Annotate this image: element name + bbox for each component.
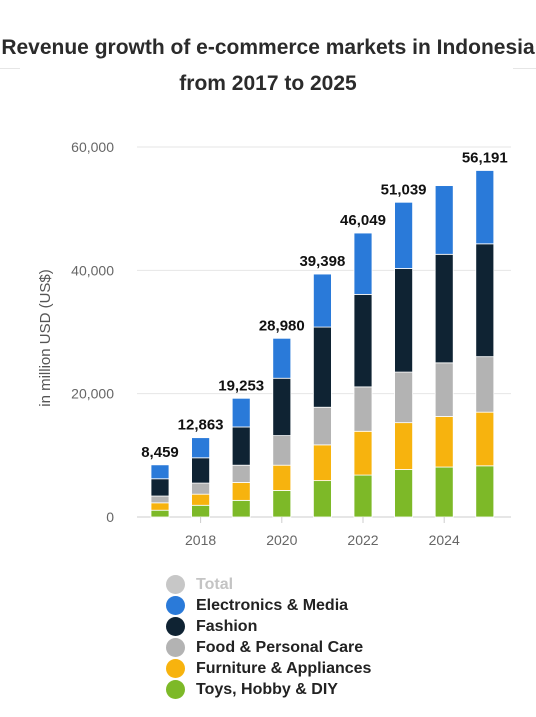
x-tick-label: 2018 xyxy=(185,532,216,548)
total-data-label: 8,459 xyxy=(141,444,179,461)
bar-segment xyxy=(353,293,373,388)
total-data-label: 46,049 xyxy=(340,212,386,229)
bar-segment xyxy=(475,243,495,358)
total-data-label: 51,039 xyxy=(381,181,427,198)
legend-label: Toys, Hobby & DIY xyxy=(196,680,338,698)
bar-segment xyxy=(434,416,454,468)
title-divider-right xyxy=(513,68,536,69)
bar-segment xyxy=(353,386,373,432)
legend-item[interactable]: Food & Personal Care xyxy=(166,637,371,658)
legend-label: Fashion xyxy=(196,617,258,635)
bar-segment xyxy=(394,422,414,470)
bar-segment xyxy=(150,495,170,504)
x-tick-label: 2022 xyxy=(347,532,378,548)
bar-segment xyxy=(150,478,170,497)
bar-segment xyxy=(231,426,251,466)
bar-segment xyxy=(434,466,454,518)
bar-segment xyxy=(191,504,211,518)
bar-segment xyxy=(312,273,332,328)
y-tick-label: 40,000 xyxy=(71,262,114,278)
bar-segment xyxy=(272,435,292,466)
bar-segment xyxy=(272,337,292,379)
legend-swatch-icon xyxy=(166,659,185,678)
bar-segment xyxy=(475,411,495,467)
chart-legend: Total Electronics & Media Fashion Food & Pe… xyxy=(166,574,371,700)
bar-segment xyxy=(272,464,292,491)
bar-segment xyxy=(434,253,454,364)
stacked-bar-chart: 0 20,000 40,000 60,000 in million USD (US$) 8… xyxy=(37,139,511,548)
bar-segment xyxy=(475,170,495,245)
bar-segment xyxy=(231,464,251,483)
bar-segment xyxy=(272,490,292,518)
x-tick-label: 2020 xyxy=(266,532,297,548)
total-data-label: 56,191 xyxy=(462,149,508,166)
y-tick-label: 20,000 xyxy=(71,386,114,402)
bar-segment xyxy=(231,482,251,501)
title-divider-left xyxy=(0,68,20,69)
total-data-label: 39,398 xyxy=(299,253,345,270)
y-tick-label: 0 xyxy=(106,509,114,525)
bar-segment xyxy=(272,377,292,436)
bar-segment xyxy=(191,482,211,495)
bar-segment xyxy=(353,232,373,295)
bar-segment xyxy=(394,469,414,518)
bar-segment xyxy=(231,397,251,428)
legend-label: Electronics & Media xyxy=(196,596,349,614)
bar-segment xyxy=(434,362,454,417)
bar-segment xyxy=(191,457,211,484)
chart-title: Revenue growth of e-commerce markets in … xyxy=(1,36,535,95)
legend-item[interactable]: Fashion xyxy=(166,616,371,637)
bar-segment xyxy=(191,437,211,459)
legend-item[interactable]: Furniture & Appliances xyxy=(166,658,371,679)
total-data-label: 19,253 xyxy=(218,377,264,394)
bar-segment xyxy=(312,326,332,408)
bar-segment xyxy=(231,499,251,518)
bar-segment xyxy=(475,465,495,518)
legend-swatch-icon xyxy=(166,617,185,636)
legend-swatch-icon xyxy=(166,575,185,594)
bar-segment xyxy=(150,464,170,480)
bar-segment xyxy=(312,444,332,482)
legend-label: Food & Personal Care xyxy=(196,638,364,656)
legend-swatch-icon xyxy=(166,680,185,699)
bar-segment xyxy=(434,185,454,255)
legend-item[interactable]: Electronics & Media xyxy=(166,595,371,616)
total-data-label: 12,863 xyxy=(178,417,224,434)
legend-item[interactable]: Toys, Hobby & DIY xyxy=(166,679,371,700)
legend-label: Furniture & Appliances xyxy=(196,659,372,677)
bar-segment xyxy=(312,480,332,518)
legend-label: Total xyxy=(196,575,234,593)
bar-segment xyxy=(150,502,170,511)
legend-item[interactable]: Total xyxy=(166,574,371,595)
bar-segment xyxy=(353,430,373,476)
bar-segment xyxy=(150,509,170,518)
legend-swatch-icon xyxy=(166,638,185,657)
bar-segment xyxy=(394,268,414,373)
bar-segment xyxy=(191,493,211,506)
legend-swatch-icon xyxy=(166,596,185,615)
y-axis-title: in million USD (US$) xyxy=(37,269,54,407)
bar-segment xyxy=(312,406,332,446)
y-tick-label: 60,000 xyxy=(71,139,114,155)
bar-segment xyxy=(394,201,414,269)
bar-segment xyxy=(394,371,414,424)
bar-segment xyxy=(475,356,495,413)
x-tick-label: 2024 xyxy=(429,532,460,548)
bar-segment xyxy=(353,474,373,518)
total-data-label: 28,980 xyxy=(259,317,305,334)
